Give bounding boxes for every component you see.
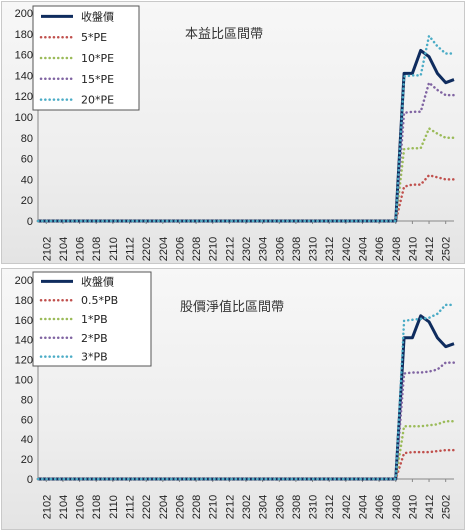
x-tick-label: 2204	[158, 237, 170, 261]
x-tick-label: 2306	[274, 495, 286, 519]
y-tick-label: 120	[15, 91, 33, 103]
x-tick-label: 2208	[191, 237, 203, 261]
x-tick-label: 2310	[308, 237, 320, 261]
x-tick-label: 2104	[58, 237, 70, 261]
x-tick-label: 2304	[258, 237, 270, 261]
y-tick-label: 200	[15, 8, 33, 20]
legend-label: 0.5*PB	[81, 294, 118, 307]
series-line	[36, 34, 456, 223]
legend-label: 收盤價	[81, 9, 114, 23]
x-tick-label: 2112	[125, 237, 137, 261]
x-tick-label: 2308	[291, 495, 303, 519]
x-tick-label: 2306	[274, 237, 286, 261]
pe-band-chart: 0 20 40 60 80 100 120 140 160 180 200 2102 2104 2106 2…	[15, 5, 456, 261]
x-tick-label: 2204	[158, 495, 170, 519]
x-tick-label: 2308	[291, 237, 303, 261]
legend-label: 5*PE	[81, 31, 107, 44]
x-tick-label: 2410	[407, 495, 419, 519]
x-tick-label: 2108	[91, 495, 103, 519]
x-tick-label: 2212	[224, 237, 236, 261]
x-tick-label: 2412	[424, 495, 436, 519]
series-line	[36, 173, 456, 223]
y-tick-label: 100	[15, 112, 33, 124]
x-tick-label: 2406	[374, 495, 386, 519]
x-tick-label: 2202	[141, 237, 153, 261]
y-tick-label: 80	[21, 394, 33, 406]
pb-band-chart-panel: 0 20 40 60 80 100 120 140 160 180 200 2102 2104 2106 2…	[1, 268, 465, 530]
x-tick-label: 2502	[441, 237, 453, 261]
x-tick-label: 2302	[241, 237, 253, 261]
x-tick-label: 2106	[75, 237, 87, 261]
x-tick-label: 2408	[391, 495, 403, 519]
x-tick-label: 2310	[308, 495, 320, 519]
y-tick-label: 20	[21, 454, 33, 466]
x-tick-label: 2312	[324, 495, 336, 519]
legend: 收盤價 0.5*PB 1*PB 2*PB 3*PB	[32, 271, 152, 367]
y-tick-label: 20	[21, 195, 33, 207]
legend-label: 1*PB	[81, 313, 108, 326]
x-tick-label: 2206	[174, 495, 186, 519]
legend-label: 20*PE	[81, 94, 114, 107]
y-tick-label: 0	[27, 474, 33, 486]
series-line	[36, 420, 456, 481]
chart-title: 股價淨值比區間帶	[180, 299, 284, 315]
y-tick-label: 0	[27, 216, 33, 228]
x-tick-label: 2402	[341, 237, 353, 261]
chart-title: 本益比區間帶	[185, 27, 263, 42]
y-tick-label: 160	[15, 315, 33, 327]
series-line	[36, 448, 456, 481]
x-tick-label: 2208	[191, 495, 203, 519]
pe-band-chart-panel: 0 20 40 60 80 100 120 140 160 180 200 2102 2104 2106 2…	[1, 1, 465, 264]
x-tick-label: 2110	[108, 495, 120, 519]
y-tick-label: 60	[21, 414, 33, 426]
y-tick-label: 40	[21, 434, 33, 446]
x-tick-label: 2408	[391, 237, 403, 261]
series-line	[36, 303, 456, 481]
y-tick-label: 40	[21, 174, 33, 186]
y-tick-label: 180	[15, 29, 33, 41]
y-tick-label: 60	[21, 154, 33, 166]
y-tick-label: 140	[15, 335, 33, 347]
y-tick-label: 100	[15, 375, 33, 387]
y-tick-label: 160	[15, 50, 33, 62]
x-tick-label: 2110	[108, 237, 120, 261]
legend-label: 2*PB	[81, 332, 108, 345]
x-tick-label: 2202	[141, 495, 153, 519]
pb-band-chart: 0 20 40 60 80 100 120 140 160 180 200 2102 2104 2106 2…	[15, 271, 456, 519]
x-tick-label: 2212	[224, 495, 236, 519]
y-tick-label: 120	[15, 355, 33, 367]
x-tick-label: 2102	[41, 495, 53, 519]
legend-label: 3*PB	[81, 351, 108, 364]
x-tick-label: 2404	[357, 237, 369, 261]
y-tick-label: 140	[15, 70, 33, 82]
x-tick-label: 2304	[258, 495, 270, 519]
series-line	[36, 361, 456, 481]
legend: 收盤價 5*PE 10*PE 15*PE 20*PE	[32, 5, 140, 111]
x-tick-label: 2210	[208, 237, 220, 261]
x-tick-label: 2412	[424, 237, 436, 261]
x-tick-label: 2104	[58, 495, 70, 519]
x-tick-label: 2102	[41, 237, 53, 261]
x-tick-label: 2406	[374, 237, 386, 261]
x-tick-label: 2112	[125, 495, 137, 519]
x-tick-label: 2106	[75, 495, 87, 519]
x-tick-label: 2410	[407, 237, 419, 261]
x-tick-label: 2312	[324, 237, 336, 261]
x-tick-label: 2402	[341, 495, 353, 519]
y-tick-label: 200	[15, 275, 33, 287]
x-tick-label: 2210	[208, 495, 220, 519]
legend-label: 15*PE	[81, 73, 114, 86]
x-tick-label: 2502	[441, 495, 453, 519]
y-tick-label: 180	[15, 295, 33, 307]
legend-label: 收盤價	[81, 274, 114, 288]
series-line	[36, 127, 456, 223]
x-tick-label: 2302	[241, 495, 253, 519]
y-tick-label: 80	[21, 133, 33, 145]
x-tick-label: 2108	[91, 237, 103, 261]
x-tick-label: 2206	[174, 237, 186, 261]
x-tick-label: 2404	[357, 495, 369, 519]
legend-label: 10*PE	[81, 52, 114, 65]
